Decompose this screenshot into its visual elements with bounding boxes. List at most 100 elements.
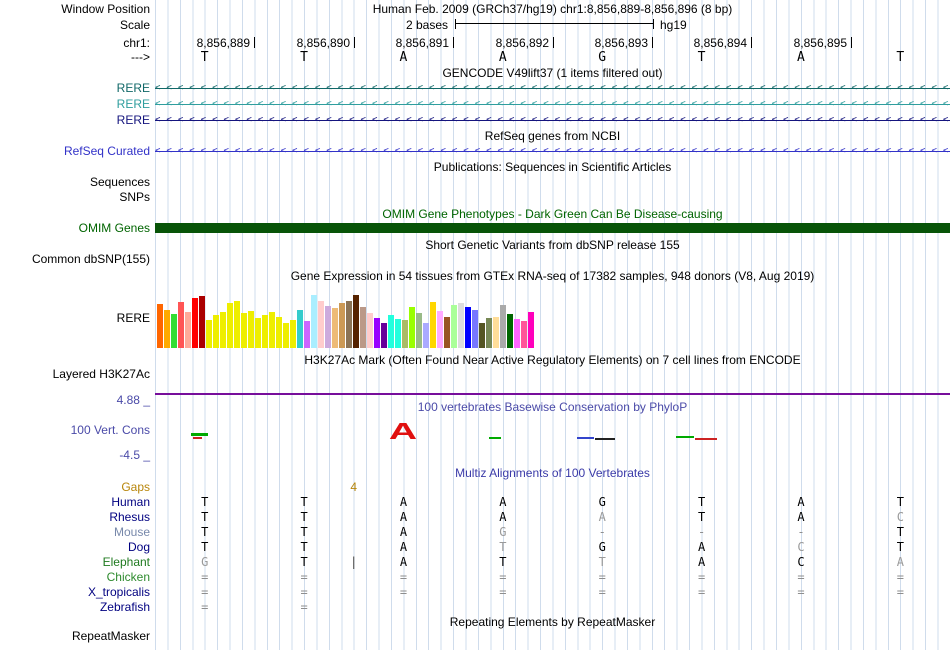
- reference-base: T: [300, 50, 308, 65]
- repeatmasker-label[interactable]: RepeatMasker: [71, 629, 150, 643]
- gtex-tissue-bar: [388, 315, 394, 348]
- gtex-gene-label[interactable]: RERE: [116, 311, 150, 325]
- alignment-base: -: [697, 525, 706, 539]
- gencode-transcript-line[interactable]: <<<<<<<<<<<<<<<<<<<<<<<<<<<<<<<<<<<<<<<<…: [155, 97, 950, 112]
- species-label-chicken[interactable]: Chicken: [106, 570, 150, 584]
- ruler-tick: [254, 37, 255, 48]
- gtex-tissue-bar: [395, 319, 401, 348]
- multiz-track-title[interactable]: Multiz Alignments of 100 Vertebrates: [455, 466, 650, 480]
- gtex-expression-barchart[interactable]: [157, 293, 537, 348]
- species-label-dog[interactable]: Dog: [127, 540, 150, 554]
- window-position-label: Window Position: [61, 2, 150, 16]
- refseq-curated-label[interactable]: RefSeq Curated: [63, 144, 150, 158]
- gtex-tissue-bar: [234, 301, 240, 348]
- conservation-track-title[interactable]: 100 vertebrates Basewise Conservation by…: [417, 400, 688, 414]
- refseq-track-title[interactable]: RefSeq genes from NCBI: [484, 129, 621, 143]
- gtex-tissue-bar: [213, 315, 219, 348]
- strand-direction-arrows: <<<<<<<<<<<<<<<<<<<<<<<<<<<<<<<<<<<<<<<<…: [155, 146, 950, 156]
- conservation-mark: [676, 436, 694, 438]
- refseq-transcript-line[interactable]: <<<<<<<<<<<<<<<<<<<<<<<<<<<<<<<<<<<<<<<<…: [155, 144, 950, 159]
- gtex-tissue-bar: [458, 303, 464, 348]
- dbsnp-label[interactable]: Common dbSNP(155): [31, 252, 150, 266]
- ruler-tick: [453, 37, 454, 48]
- omim-track-title[interactable]: OMIM Gene Phenotypes - Dark Green Can Be…: [382, 207, 723, 221]
- conservation-mark: [489, 437, 501, 439]
- strand-direction-arrows: <<<<<<<<<<<<<<<<<<<<<<<<<<<<<<<<<<<<<<<<…: [155, 99, 950, 109]
- publications-track-title[interactable]: Publications: Sequences in Scientific Ar…: [433, 160, 672, 174]
- gtex-tissue-bar: [248, 311, 254, 348]
- gtex-tissue-bar: [500, 305, 506, 348]
- gtex-tissue-bar: [493, 317, 499, 348]
- gene-label-rere-1[interactable]: RERE: [116, 81, 150, 95]
- gtex-tissue-bar: [507, 314, 513, 348]
- alignment-base: A: [499, 495, 507, 509]
- gtex-tissue-bar: [521, 321, 527, 348]
- gtex-tissue-bar: [311, 295, 317, 348]
- gtex-tissue-bar: [437, 311, 443, 348]
- gtex-tissue-bar: [402, 320, 408, 348]
- h3k27ac-signal-line[interactable]: [155, 393, 950, 395]
- alignment-base: T: [300, 510, 308, 524]
- h3k27ac-label[interactable]: Layered H3K27Ac: [52, 367, 150, 381]
- gtex-tissue-bar: [430, 302, 436, 348]
- species-label-rhesus[interactable]: Rhesus: [109, 510, 150, 524]
- gtex-tissue-bar: [276, 317, 282, 348]
- species-label-x_tropicalis[interactable]: X_tropicalis: [87, 585, 150, 599]
- alignment-base: =: [697, 585, 706, 599]
- alignment-base: =: [201, 600, 209, 614]
- strand-arrow-label: --->: [131, 50, 150, 64]
- chromosome-label: chr1:: [123, 36, 150, 50]
- gtex-tissue-bar: [171, 314, 177, 348]
- gencode-transcript-line[interactable]: <<<<<<<<<<<<<<<<<<<<<<<<<<<<<<<<<<<<<<<<…: [155, 113, 950, 128]
- publications-snps-label[interactable]: SNPs: [119, 190, 150, 204]
- species-label-elephant[interactable]: Elephant: [102, 555, 150, 569]
- gtex-tissue-bar: [241, 313, 247, 348]
- alignment-base: T: [896, 495, 904, 509]
- publications-sequences-label[interactable]: Sequences: [89, 175, 150, 189]
- alignment-base: G: [201, 555, 209, 569]
- gtex-tissue-bar: [381, 323, 387, 348]
- gtex-tissue-bar: [486, 318, 492, 348]
- alignment-base: =: [797, 585, 805, 599]
- dbsnp-track-title[interactable]: Short Genetic Variants from dbSNP releas…: [425, 238, 680, 252]
- alignment-base: T: [300, 555, 308, 569]
- alignment-base: A: [697, 540, 706, 554]
- ruler-tick: [851, 37, 852, 48]
- conservation-label[interactable]: 100 Vert. Cons: [70, 423, 150, 437]
- alignment-base: C: [797, 555, 805, 569]
- gtex-tissue-bar: [409, 307, 415, 348]
- gtex-tissue-bar: [255, 318, 261, 348]
- alignment-base: T: [300, 540, 308, 554]
- omim-gene-bar[interactable]: [155, 223, 950, 233]
- species-label-mouse[interactable]: Mouse: [113, 525, 150, 539]
- gtex-tissue-bar: [290, 320, 296, 348]
- alignment-base: G: [499, 525, 507, 539]
- species-label-human[interactable]: Human: [111, 495, 150, 509]
- reference-base: T: [200, 50, 209, 65]
- coordinate-label: 8,856,893: [594, 36, 648, 50]
- alignment-base: =: [201, 570, 209, 584]
- alignment-base: A: [499, 510, 507, 524]
- gap-size-annotation: 4: [350, 480, 358, 494]
- gtex-tissue-bar: [283, 323, 289, 348]
- alignment-base: T: [896, 540, 904, 554]
- conservation-mark: [577, 437, 594, 439]
- gtex-track-title[interactable]: Gene Expression in 54 tissues from GTEx …: [290, 269, 815, 283]
- gencode-transcript-line[interactable]: <<<<<<<<<<<<<<<<<<<<<<<<<<<<<<<<<<<<<<<<…: [155, 81, 950, 96]
- gtex-tissue-bar: [304, 321, 310, 348]
- alignment-base: A: [598, 510, 606, 524]
- gene-label-rere-3[interactable]: RERE: [116, 113, 150, 127]
- omim-genes-label[interactable]: OMIM Genes: [78, 221, 150, 235]
- gene-label-rere-2[interactable]: RERE: [116, 97, 150, 111]
- reference-base: A: [399, 50, 408, 65]
- alignment-base: C: [896, 510, 904, 524]
- repeatmasker-track-title[interactable]: Repeating Elements by RepeatMasker: [449, 615, 656, 629]
- species-label-zebrafish[interactable]: Zebrafish: [99, 600, 150, 614]
- alignment-base: =: [300, 585, 308, 599]
- multiz-gaps-label[interactable]: Gaps: [121, 480, 150, 494]
- h3k27ac-track-title[interactable]: H3K27Ac Mark (Often Found Near Active Re…: [304, 353, 801, 367]
- reference-base: A: [498, 50, 507, 65]
- alignment-base: A: [399, 555, 408, 569]
- gtex-tissue-bar: [185, 312, 191, 348]
- gencode-track-title[interactable]: GENCODE V49lift37 (1 items filtered out): [442, 66, 663, 80]
